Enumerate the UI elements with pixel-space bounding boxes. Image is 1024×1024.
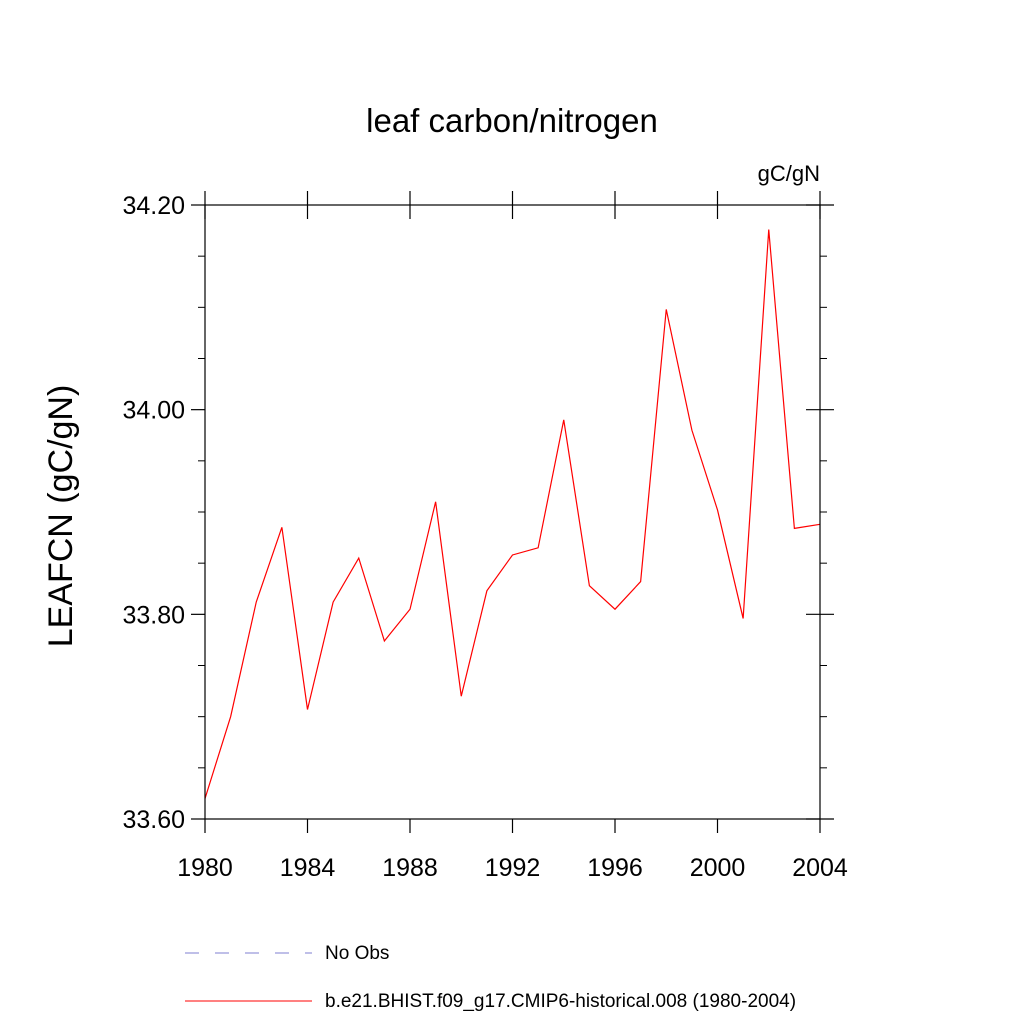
y-tick-label: 33.80 [122, 601, 185, 629]
x-tick-label: 1988 [382, 854, 438, 882]
legend: No Obs b.e21.BHIST.f09_g17.CMIP6-histori… [185, 943, 796, 1012]
legend-label-model: b.e21.BHIST.f09_g17.CMIP6-historical.008… [325, 991, 796, 1012]
y-tick-label: 33.60 [122, 806, 185, 834]
x-tick-label: 1984 [280, 854, 336, 882]
y-axis-label: LEAFCN (gC/gN) [42, 385, 80, 648]
x-tick-label: 2004 [792, 854, 848, 882]
chart-title: leaf carbon/nitrogen [366, 102, 658, 139]
y-tick-label: 34.00 [122, 397, 185, 425]
units-label: gC/gN [758, 161, 820, 186]
x-tick-label: 1980 [177, 854, 233, 882]
x-tick-label: 2000 [690, 854, 746, 882]
y-tick-label: 34.20 [122, 192, 185, 220]
x-tick-label: 1992 [485, 854, 541, 882]
x-tick-label: 1996 [587, 854, 643, 882]
legend-label-no-obs: No Obs [325, 943, 389, 964]
plot-frame [204, 204, 821, 820]
series-line-0 [204, 229, 821, 799]
axis-ticks: 33.60 33.80 34.00 34.20 1980 1984 1988 1992 1996… [122, 191, 848, 882]
series-layer [204, 229, 821, 799]
